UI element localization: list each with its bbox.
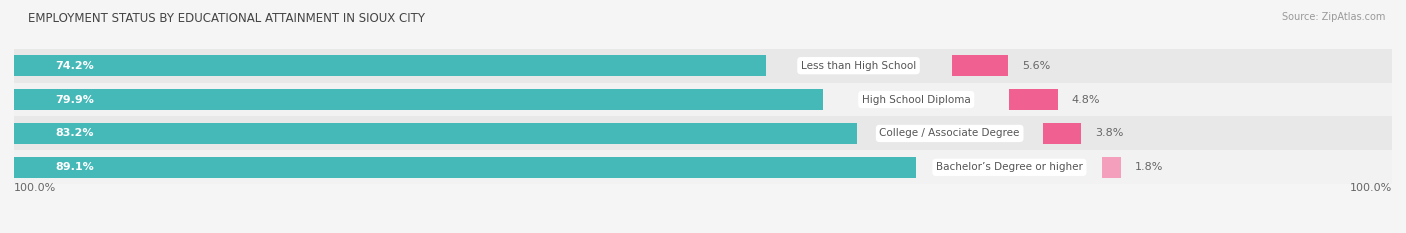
Text: 1.8%: 1.8% [1135, 162, 1163, 172]
Bar [1102, 157, 1121, 178]
Bar [14, 49, 1392, 83]
Bar [1010, 89, 1057, 110]
Text: 4.8%: 4.8% [1071, 95, 1099, 105]
Bar [14, 150, 1392, 184]
Text: EMPLOYMENT STATUS BY EDUCATIONAL ATTAINMENT IN SIOUX CITY: EMPLOYMENT STATUS BY EDUCATIONAL ATTAINM… [28, 12, 425, 25]
Bar [14, 83, 1392, 116]
Text: 3.8%: 3.8% [1095, 128, 1123, 138]
Text: 79.9%: 79.9% [55, 95, 94, 105]
Text: High School Diploma: High School Diploma [862, 95, 970, 105]
Bar [1043, 123, 1081, 144]
Text: 89.1%: 89.1% [55, 162, 94, 172]
Text: 100.0%: 100.0% [1350, 183, 1392, 193]
Text: 74.2%: 74.2% [55, 61, 94, 71]
Bar [14, 55, 765, 76]
Bar [14, 89, 824, 110]
Text: Bachelor’s Degree or higher: Bachelor’s Degree or higher [936, 162, 1083, 172]
Text: Source: ZipAtlas.com: Source: ZipAtlas.com [1281, 12, 1385, 22]
Text: 5.6%: 5.6% [1022, 61, 1050, 71]
Bar [14, 123, 856, 144]
Text: College / Associate Degree: College / Associate Degree [880, 128, 1019, 138]
Text: 100.0%: 100.0% [14, 183, 56, 193]
Bar [952, 55, 1008, 76]
Text: 83.2%: 83.2% [55, 128, 94, 138]
Bar [14, 157, 917, 178]
Text: Less than High School: Less than High School [801, 61, 917, 71]
Bar [14, 116, 1392, 150]
